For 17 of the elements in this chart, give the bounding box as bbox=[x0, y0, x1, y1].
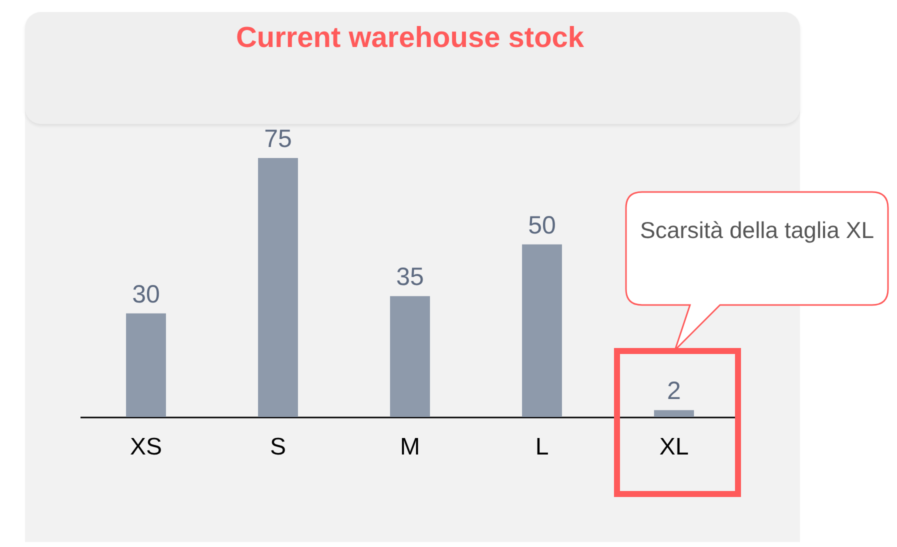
data-label: 50 bbox=[528, 211, 556, 240]
bar bbox=[390, 296, 430, 417]
bar bbox=[126, 313, 166, 417]
x-tick-label: XS bbox=[130, 434, 162, 460]
bar bbox=[258, 158, 298, 417]
data-label: 30 bbox=[132, 280, 160, 308]
x-tick-label: XL bbox=[659, 434, 689, 460]
annotation: Scarsità della taglia XL bbox=[639, 216, 875, 245]
x-tick-label: S bbox=[270, 434, 286, 460]
chart-title: Current warehouse stock bbox=[236, 22, 585, 54]
x-tick-label: M bbox=[400, 434, 420, 460]
x-tick-label: L bbox=[535, 434, 549, 460]
bar bbox=[654, 410, 694, 417]
data-label: 75 bbox=[264, 125, 292, 153]
data-label: 2 bbox=[667, 377, 681, 406]
bar bbox=[522, 244, 562, 417]
data-label: 35 bbox=[396, 263, 424, 292]
